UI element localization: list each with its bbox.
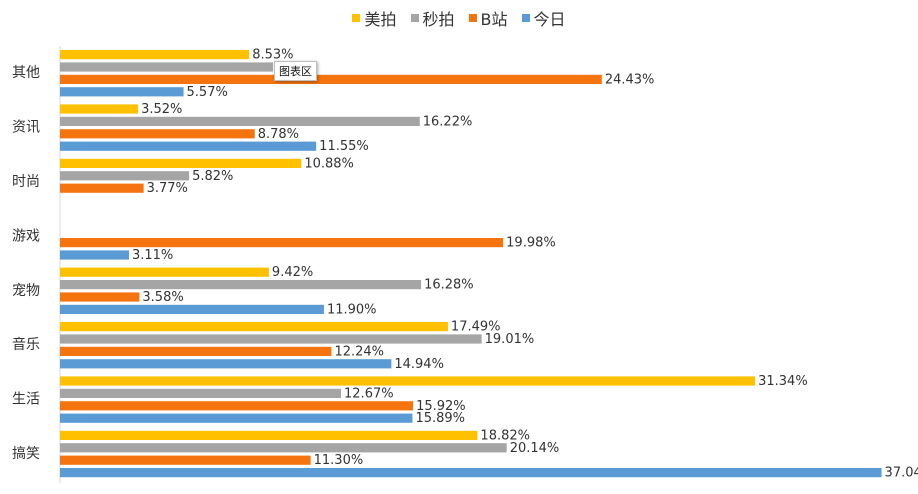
legend-swatch (410, 14, 419, 22)
bar[interactable] (60, 74, 602, 84)
bar[interactable] (60, 401, 414, 411)
category-label: 搞笑 (12, 446, 40, 462)
bar[interactable] (60, 468, 882, 478)
bar[interactable] (60, 388, 342, 398)
data-label: 3.52% (141, 102, 182, 117)
data-label: 37.04% (885, 466, 918, 481)
data-label: 3.58% (142, 290, 183, 305)
bar[interactable] (60, 455, 311, 465)
legend-item: 美拍 (352, 6, 397, 30)
data-label: 11.90% (327, 302, 377, 317)
data-label: 3.77% (147, 181, 188, 196)
bar[interactable] (60, 50, 250, 60)
data-label: 16.28% (424, 278, 474, 293)
legend-swatch (352, 14, 361, 22)
data-label: 19.01% (485, 332, 535, 347)
legend-label: 秒拍 (422, 10, 455, 29)
bar[interactable] (60, 359, 392, 369)
bar[interactable] (60, 267, 269, 277)
data-label: 10.88% (304, 156, 354, 171)
chart-legend: 美拍 秒拍 B站 今日 (0, 6, 918, 30)
legend-swatch (468, 14, 477, 22)
category-label: 其他 (12, 65, 40, 81)
legend-label: 今日 (533, 10, 566, 29)
legend-item: 今日 (521, 6, 566, 30)
bar[interactable] (60, 129, 255, 139)
data-label: 14.94% (394, 357, 444, 372)
bar[interactable] (60, 116, 420, 126)
data-label: 15.89% (415, 411, 465, 426)
category-label: 资讯 (12, 120, 40, 136)
category-label: 游戏 (12, 228, 40, 244)
data-label: 11.55% (319, 139, 369, 154)
data-label: 9.42% (272, 265, 313, 280)
data-label: 20.14% (510, 441, 560, 456)
category-label: 宠物 (12, 283, 40, 299)
bar[interactable] (60, 183, 144, 193)
legend-label: 美拍 (364, 10, 397, 29)
data-label: 11.30% (314, 453, 364, 468)
bar[interactable] (60, 334, 482, 344)
data-label: 12.67% (344, 386, 394, 401)
legend-item: B站 (468, 6, 508, 30)
data-label: 5.57% (187, 85, 228, 100)
data-label: 8.78% (258, 127, 299, 142)
category-label: 时尚 (12, 174, 40, 190)
data-label: 16.22% (423, 114, 473, 129)
bar[interactable] (60, 87, 184, 97)
data-label: 5.82% (192, 169, 233, 184)
bar[interactable] (60, 322, 448, 332)
bar[interactable] (60, 104, 139, 114)
category-label: 生活 (12, 392, 40, 408)
bar[interactable] (60, 158, 302, 168)
chart-area-tooltip: 图表区 (274, 61, 317, 81)
bar[interactable] (60, 430, 478, 440)
data-label: 3.11% (132, 248, 173, 263)
bar[interactable] (60, 346, 332, 356)
legend-label: B站 (480, 10, 508, 29)
bar[interactable] (60, 304, 324, 314)
bar[interactable] (60, 413, 413, 423)
data-label: 17.49% (451, 320, 501, 335)
data-label: 15.92% (416, 399, 466, 414)
legend-swatch (521, 14, 530, 22)
bar[interactable] (60, 292, 140, 302)
data-label: 19.98% (506, 236, 556, 251)
data-label: 18.82% (480, 428, 530, 443)
data-label: 31.34% (758, 374, 808, 389)
bar[interactable] (60, 443, 507, 453)
bar[interactable] (60, 250, 129, 260)
data-label: 8.53% (252, 48, 293, 63)
category-label: 音乐 (12, 336, 40, 353)
bar[interactable] (60, 376, 756, 386)
bar[interactable] (60, 62, 273, 72)
data-label: 24.43% (605, 72, 655, 87)
bar[interactable] (60, 141, 317, 151)
bar[interactable] (60, 280, 422, 290)
bar[interactable] (60, 171, 190, 181)
data-label: 12.24% (334, 344, 384, 359)
bar[interactable] (60, 238, 504, 248)
legend-item: 秒拍 (410, 6, 455, 30)
